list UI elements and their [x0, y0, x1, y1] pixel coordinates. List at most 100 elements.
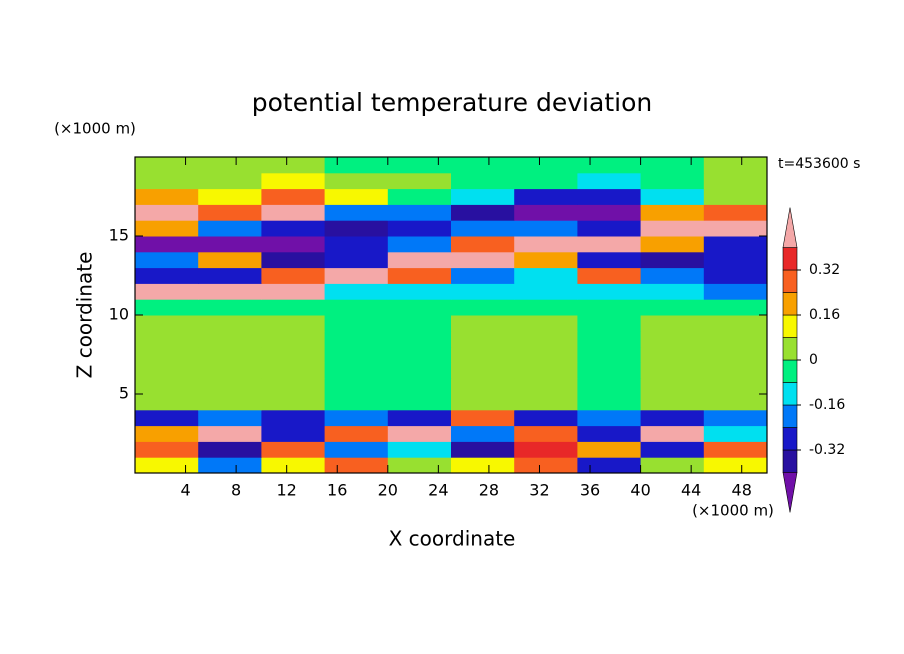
- field-cell: [703, 441, 768, 458]
- field-cell: [198, 378, 262, 395]
- field-cell: [703, 204, 768, 221]
- field-cell: [135, 315, 199, 332]
- field-cell: [324, 236, 389, 253]
- field-cell: [261, 188, 326, 205]
- field-cell: [703, 236, 768, 253]
- field-cell: [387, 346, 452, 363]
- field-cell: [514, 188, 578, 205]
- field-cell: [324, 441, 389, 458]
- field-cell: [387, 188, 452, 205]
- field-cell: [514, 236, 578, 253]
- field-cell: [703, 283, 768, 300]
- field-cell: [514, 220, 578, 237]
- field-cell: [324, 425, 389, 442]
- field-cell: [324, 346, 389, 363]
- field-cell: [135, 409, 199, 427]
- field-cell: [640, 457, 705, 474]
- field-cell: [198, 362, 262, 379]
- field-cell: [640, 251, 705, 269]
- field-cell: [387, 394, 452, 411]
- field-cell: [324, 188, 389, 205]
- field-cell: [514, 283, 578, 300]
- field-cell: [640, 315, 705, 332]
- y-tick-label: 10: [109, 305, 129, 324]
- field-cell: [324, 378, 389, 395]
- field-cell: [703, 378, 768, 395]
- field-cell: [703, 267, 768, 284]
- field-cell: [577, 172, 642, 190]
- field-cell: [135, 267, 199, 284]
- x-tick-label: 36: [580, 481, 600, 500]
- x-axis-label: X coordinate: [389, 527, 516, 551]
- x-tick-label: 32: [529, 481, 549, 500]
- field-cell: [451, 172, 515, 190]
- x-tick-label: 16: [327, 481, 347, 500]
- field-cell: [135, 157, 199, 174]
- field-cell: [261, 267, 326, 284]
- colorbar-segment: [782, 404, 798, 428]
- field-cell: [640, 330, 705, 348]
- colorbar-segment: [782, 292, 798, 316]
- field-cell: [703, 251, 768, 269]
- field-cell: [198, 157, 262, 174]
- colorbar-tick-label: 0.32: [809, 262, 840, 278]
- field-cell: [387, 330, 452, 348]
- field-cell: [324, 267, 389, 284]
- field-cell: [135, 441, 199, 458]
- field-cell: [451, 283, 515, 300]
- field-cell: [703, 330, 768, 348]
- field-cell: [703, 299, 768, 316]
- field-cell: [261, 251, 326, 269]
- field-cell: [324, 157, 389, 174]
- field-cell: [135, 188, 199, 205]
- field-cell: [514, 346, 578, 363]
- field-cell: [577, 188, 642, 205]
- field-cell: [135, 236, 199, 253]
- field-cell: [198, 220, 262, 237]
- field-cell: [451, 425, 515, 442]
- field-cell: [324, 299, 389, 316]
- field-cell: [198, 457, 262, 474]
- field-cell: [703, 315, 768, 332]
- field-cell: [261, 425, 326, 442]
- field-cell: [451, 157, 515, 174]
- field-cell: [135, 299, 199, 316]
- field-cell: [261, 315, 326, 332]
- field-cell: [451, 330, 515, 348]
- field-cell: [640, 204, 705, 221]
- field-cell: [387, 267, 452, 284]
- x-tick-label: 24: [428, 481, 448, 500]
- field-cell: [387, 172, 452, 190]
- field-cell: [198, 425, 262, 442]
- colorbar-tick-label: -0.16: [809, 397, 845, 413]
- field-cell: [514, 425, 578, 442]
- field-cell: [640, 236, 705, 253]
- field-cell: [198, 188, 262, 205]
- x-unit: (×1000 m): [692, 502, 774, 520]
- field-cell: [640, 409, 705, 427]
- field-cell: [135, 251, 199, 269]
- field-cell: [703, 457, 768, 474]
- x-tick-label: 40: [630, 481, 650, 500]
- field-cell: [198, 299, 262, 316]
- field-cell: [387, 204, 452, 221]
- field-cell: [261, 346, 326, 363]
- field-cell: [324, 204, 389, 221]
- field-cell: [387, 315, 452, 332]
- field-cell: [324, 409, 389, 427]
- field-cell: [703, 172, 768, 190]
- field-cell: [451, 362, 515, 379]
- field-cell: [387, 362, 452, 379]
- field-cell: [261, 330, 326, 348]
- field-cell: [135, 172, 199, 190]
- field-cell: [514, 457, 578, 474]
- field-cell: [198, 283, 262, 300]
- field-cell: [261, 362, 326, 379]
- field-cell: [451, 457, 515, 474]
- field-cell: [451, 346, 515, 363]
- field-cell: [577, 425, 642, 442]
- field-cell: [324, 172, 389, 190]
- field-cell: [703, 220, 768, 237]
- field-cell: [577, 330, 642, 348]
- field-cell: [577, 299, 642, 316]
